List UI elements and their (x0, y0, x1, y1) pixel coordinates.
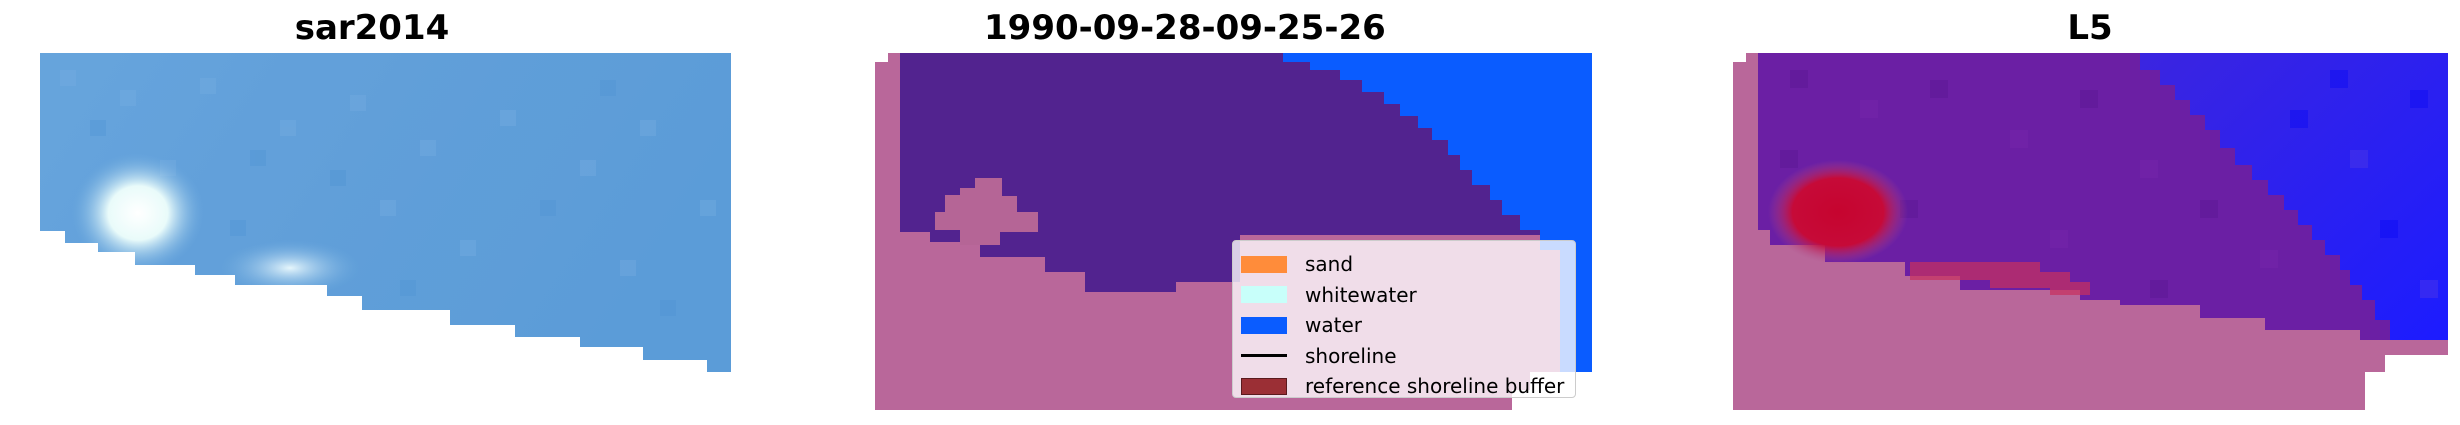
panel-title-l5: L5 (2067, 8, 2113, 48)
panel-title-date: 1990-09-28-09-25-26 (984, 8, 1386, 48)
water-region (1283, 53, 1592, 372)
legend-label-water: water (1305, 313, 1362, 338)
legend-swatch-water (1241, 316, 1287, 334)
whitewater-bump (935, 178, 1038, 245)
legend-item-sand: sand (1241, 249, 1567, 280)
legend-line-shoreline (1241, 354, 1287, 358)
legend-swatch-reference-buffer (1241, 377, 1287, 395)
legend-label-shoreline: shoreline (1305, 343, 1397, 368)
legend-swatch-sand (1241, 255, 1287, 273)
legend-swatch-whitewater (1241, 286, 1287, 304)
legend-label-reference-buffer: reference shoreline buffer (1305, 374, 1565, 399)
legend-item-whitewater: whitewater (1241, 280, 1567, 311)
legend-label-whitewater: whitewater (1305, 282, 1417, 307)
legend-item-reference-buffer: reference shoreline buffer (1241, 371, 1567, 402)
legend-item-water: water (1241, 310, 1567, 341)
legend: sand whitewater water shoreline referenc… (1232, 240, 1576, 398)
legend-item-shoreline: shoreline (1241, 341, 1567, 372)
legend-label-sand: sand (1305, 252, 1354, 277)
panel-title-sar2014: sar2014 (294, 8, 450, 48)
